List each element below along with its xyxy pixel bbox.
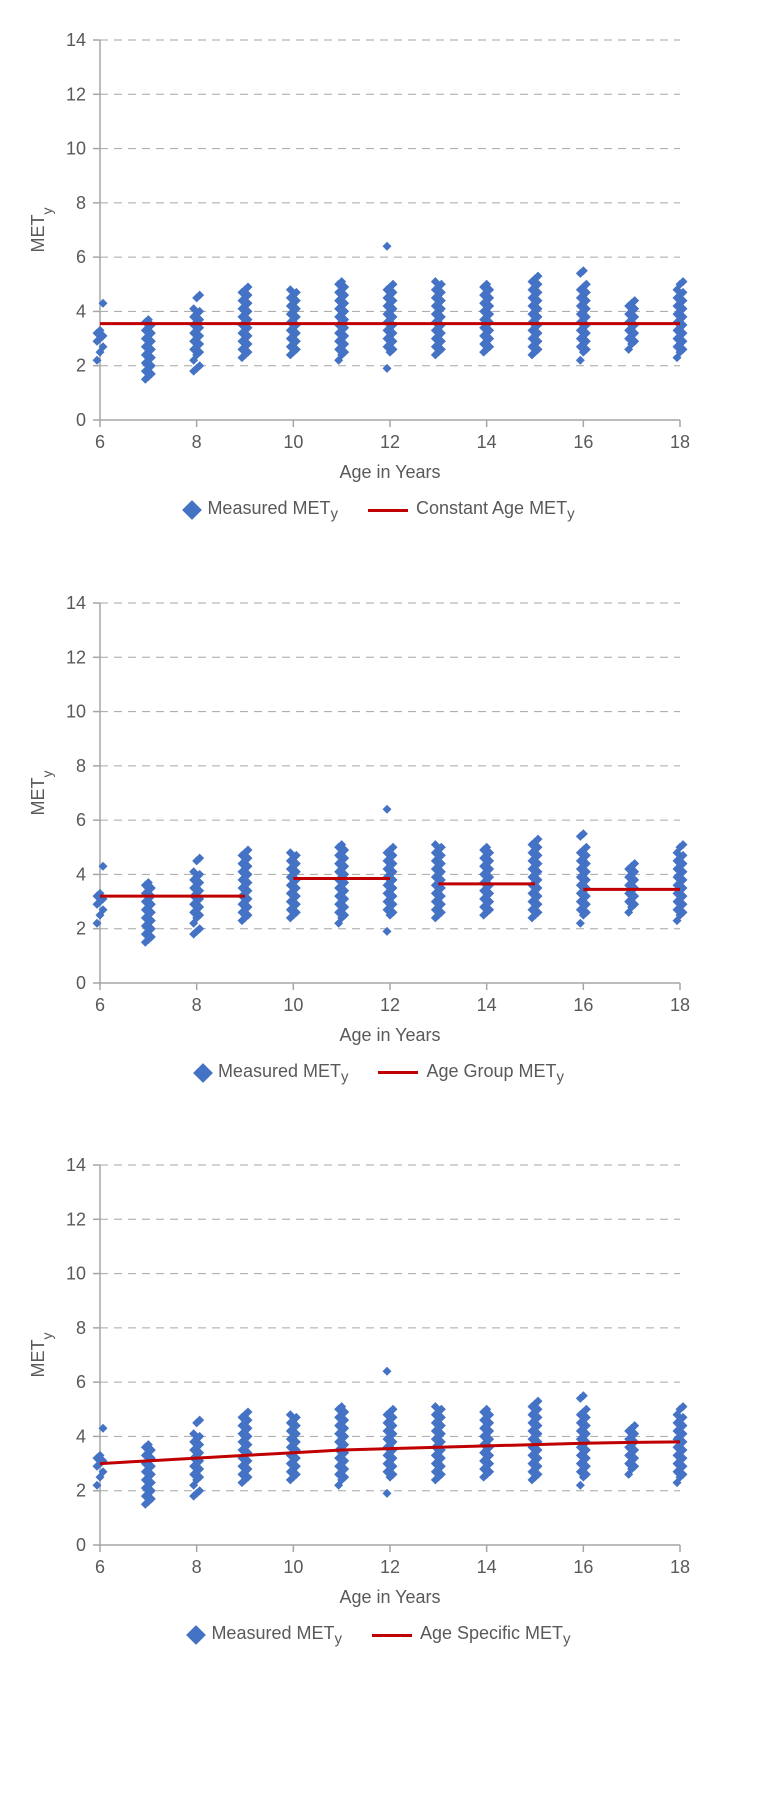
y-axis-label: METy xyxy=(28,208,55,253)
diamond-icon xyxy=(187,1626,207,1646)
y-tick-label: 12 xyxy=(66,647,86,667)
x-tick-label: 12 xyxy=(380,432,400,452)
x-tick-label: 14 xyxy=(477,1557,497,1577)
x-tick-label: 16 xyxy=(573,1557,593,1577)
y-tick-label: 12 xyxy=(66,84,86,104)
x-axis-label: Age in Years xyxy=(339,462,440,482)
y-tick-label: 8 xyxy=(76,1318,86,1338)
legend-label-line: Constant Age METy xyxy=(416,498,575,523)
y-tick-label: 4 xyxy=(76,1427,86,1447)
x-tick-label: 6 xyxy=(95,1557,105,1577)
chart-svg: 6 8 10 12 14 16 18 0 2 4 6 8 10 12 14 Age in Years METy xyxy=(20,1145,700,1615)
y-tick-label: 4 xyxy=(76,301,86,321)
scatter-marker xyxy=(576,1481,585,1490)
y-tick-label: 10 xyxy=(66,139,86,159)
chart-panel-1: 6 8 10 12 14 16 18 0 2 4 6 8 10 12 14 Age in Years METy M… xyxy=(20,583,740,1086)
x-tick-label: 14 xyxy=(477,432,497,452)
y-tick-label: 2 xyxy=(76,918,86,938)
y-tick-label: 4 xyxy=(76,864,86,884)
x-tick-label: 16 xyxy=(573,432,593,452)
legend-item-measured: Measured METy xyxy=(185,498,338,523)
y-tick-label: 12 xyxy=(66,1209,86,1229)
y-tick-label: 0 xyxy=(76,1535,86,1555)
legend-item-measured: Measured METy xyxy=(189,1623,342,1648)
y-tick-label: 14 xyxy=(66,30,86,50)
chart-legend: Measured METy Age Group METy xyxy=(20,1061,740,1086)
diamond-icon xyxy=(193,1063,213,1083)
diamond-icon xyxy=(183,500,203,520)
legend-label-measured: Measured METy xyxy=(211,1623,342,1648)
legend-label-measured: Measured METy xyxy=(207,498,338,523)
x-tick-label: 18 xyxy=(670,1557,690,1577)
scatter-marker xyxy=(383,1367,392,1376)
scatter-marker xyxy=(383,804,392,813)
chart-svg: 6 8 10 12 14 16 18 0 2 4 6 8 10 12 14 Age in Years METy xyxy=(20,20,700,490)
y-tick-label: 6 xyxy=(76,810,86,830)
y-tick-label: 2 xyxy=(76,1481,86,1501)
chart-legend: Measured METy Age Specific METy xyxy=(20,1623,740,1648)
x-axis-label: Age in Years xyxy=(339,1587,440,1607)
y-tick-label: 2 xyxy=(76,356,86,376)
chart-legend: Measured METy Constant Age METy xyxy=(20,498,740,523)
x-tick-label: 6 xyxy=(95,995,105,1015)
y-tick-label: 6 xyxy=(76,1372,86,1392)
legend-label-line: Age Specific METy xyxy=(420,1623,571,1648)
line-icon xyxy=(368,509,408,512)
y-tick-label: 0 xyxy=(76,973,86,993)
legend-label-measured: Measured METy xyxy=(218,1061,349,1086)
line-icon xyxy=(372,1634,412,1637)
y-axis-label: METy xyxy=(28,770,55,815)
y-tick-label: 0 xyxy=(76,410,86,430)
legend-item-measured: Measured METy xyxy=(196,1061,349,1086)
y-tick-label: 8 xyxy=(76,193,86,213)
y-tick-label: 10 xyxy=(66,1264,86,1284)
x-tick-label: 18 xyxy=(670,995,690,1015)
scatter-marker xyxy=(383,242,392,251)
scatter-marker xyxy=(576,918,585,927)
y-tick-label: 14 xyxy=(66,1155,86,1175)
x-axis-label: Age in Years xyxy=(339,1025,440,1045)
legend-item-line: Age Specific METy xyxy=(372,1623,571,1648)
y-tick-label: 14 xyxy=(66,593,86,613)
x-tick-label: 14 xyxy=(477,995,497,1015)
x-tick-label: 8 xyxy=(192,432,202,452)
legend-item-line: Age Group METy xyxy=(378,1061,564,1086)
x-tick-label: 18 xyxy=(670,432,690,452)
x-tick-label: 12 xyxy=(380,1557,400,1577)
chart-panel-2: 6 8 10 12 14 16 18 0 2 4 6 8 10 12 14 Age in Years METy M… xyxy=(20,1145,740,1648)
scatter-marker xyxy=(576,356,585,365)
line-icon xyxy=(378,1071,418,1074)
x-tick-label: 12 xyxy=(380,995,400,1015)
chart-panel-0: 6 8 10 12 14 16 18 0 2 4 6 8 10 12 14 Age in Years METy M… xyxy=(20,20,740,523)
x-tick-label: 10 xyxy=(283,995,303,1015)
y-tick-label: 6 xyxy=(76,247,86,267)
x-tick-label: 10 xyxy=(283,1557,303,1577)
x-tick-label: 10 xyxy=(283,432,303,452)
x-tick-label: 8 xyxy=(192,1557,202,1577)
legend-item-line: Constant Age METy xyxy=(368,498,575,523)
x-tick-label: 16 xyxy=(573,995,593,1015)
chart-svg: 6 8 10 12 14 16 18 0 2 4 6 8 10 12 14 Age in Years METy xyxy=(20,583,700,1053)
y-axis-label: METy xyxy=(28,1333,55,1378)
y-tick-label: 10 xyxy=(66,701,86,721)
x-tick-label: 6 xyxy=(95,432,105,452)
y-tick-label: 8 xyxy=(76,755,86,775)
x-tick-label: 8 xyxy=(192,995,202,1015)
legend-label-line: Age Group METy xyxy=(426,1061,564,1086)
